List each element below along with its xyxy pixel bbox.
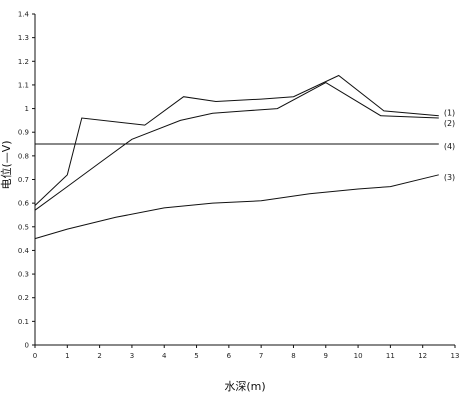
x-ticks: 0 1 2 3 4 5 6 7 8 9 10 11 12 13: [33, 345, 460, 360]
x-tick-label: 5: [194, 352, 198, 360]
y-tick-label: 0.9: [18, 129, 29, 137]
x-tick-label: 6: [227, 352, 232, 360]
y-tick-label: 1: [25, 105, 29, 113]
series-lines: [34, 74, 439, 240]
axes: [34, 14, 455, 346]
x-tick-label: 12: [418, 352, 427, 360]
x-tick-label: 1: [65, 352, 69, 360]
y-tick-label: 1.2: [18, 58, 29, 66]
x-tick-label: 8: [291, 352, 295, 360]
series-line-3: [34, 174, 439, 240]
x-tick-label: 11: [386, 352, 395, 360]
y-tick-label: 1.4: [18, 11, 30, 19]
x-tick-label: 0: [33, 352, 37, 360]
x-axis-title: 水深(m): [224, 380, 265, 393]
x-tick-label: 10: [354, 352, 363, 360]
y-tick-label: 0.3: [18, 271, 29, 279]
series-label-2: (2): [444, 119, 455, 128]
y-tick-label: 0.4: [18, 247, 30, 255]
x-tick-label: 7: [259, 352, 263, 360]
y-tick-label: 1.3: [18, 34, 29, 42]
y-tick-label: 0.5: [18, 223, 29, 231]
y-tick-label: 1.1: [18, 81, 29, 89]
x-tick-label: 9: [324, 352, 328, 360]
y-ticks: 0 0.1 0.2 0.3 0.4 0.5 0.6 0.7 0.8 0.9 1 1.1 1.2 1.3 1.…: [18, 11, 35, 350]
x-tick-label: 13: [451, 352, 460, 360]
y-tick-label: 0.2: [18, 294, 29, 302]
y-tick-label: 0: [25, 342, 29, 350]
series-line-1: [34, 74, 439, 206]
x-tick-label: 2: [97, 352, 101, 360]
y-tick-label: 0.6: [18, 200, 30, 208]
series-labels: (1)(2) (3) (4): [444, 109, 455, 182]
y-axis-title: 电位(—V): [0, 140, 13, 189]
series-label-4: (4): [444, 142, 455, 151]
series-label-3: (3): [444, 173, 455, 182]
series-line-2: [34, 82, 439, 211]
y-tick-label: 0.7: [18, 176, 29, 184]
series-label-1: (1): [444, 109, 455, 118]
x-tick-label: 3: [130, 352, 134, 360]
y-tick-label: 0.1: [18, 318, 29, 326]
x-tick-label: 4: [162, 352, 167, 360]
y-tick-label: 0.8: [18, 152, 29, 160]
